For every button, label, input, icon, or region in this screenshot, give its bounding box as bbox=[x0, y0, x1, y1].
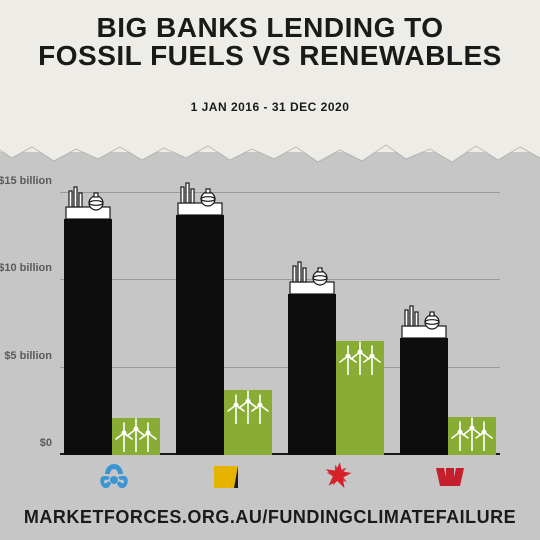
factory-icon bbox=[176, 181, 224, 215]
fossil-bar bbox=[176, 215, 224, 455]
lending-bar-chart: $0$5 billion$10 billion$15 billion bbox=[60, 175, 500, 455]
footer-url: MARKETFORCES.ORG.AU/FUNDINGCLIMATEFAILUR… bbox=[0, 507, 540, 528]
page-title: BIG BANKS LENDING TO FOSSIL FUELS VS REN… bbox=[0, 14, 540, 70]
grid-line bbox=[60, 279, 500, 280]
bank-logo-nab bbox=[320, 458, 356, 494]
y-axis-label: $10 billion bbox=[0, 262, 52, 274]
title-line2: FOSSIL FUELS VS RENEWABLES bbox=[0, 42, 540, 70]
bank-logo-row bbox=[60, 458, 500, 494]
date-range: 1 JAN 2016 - 31 DEC 2020 bbox=[0, 100, 540, 114]
y-axis-label: $5 billion bbox=[0, 350, 52, 362]
y-axis-label: $0 bbox=[0, 437, 52, 449]
wind-turbines-icon bbox=[448, 417, 496, 451]
bank-logo-anz bbox=[96, 458, 132, 494]
fossil-bar bbox=[400, 338, 448, 455]
fossil-bar bbox=[288, 294, 336, 455]
wind-turbines-icon bbox=[336, 341, 384, 375]
wind-turbines-icon bbox=[112, 418, 160, 452]
wind-turbines-icon bbox=[224, 390, 272, 424]
bank-logo-westpac bbox=[432, 458, 468, 494]
grid-line bbox=[60, 192, 500, 193]
paper-torn-edge bbox=[0, 140, 540, 170]
factory-icon bbox=[400, 304, 448, 338]
fossil-bar bbox=[64, 219, 112, 455]
factory-icon bbox=[288, 260, 336, 294]
y-axis-label: $15 billion bbox=[0, 175, 52, 187]
bank-logo-commbank bbox=[208, 458, 244, 494]
factory-icon bbox=[64, 185, 112, 219]
title-line1: BIG BANKS LENDING TO bbox=[0, 14, 540, 42]
